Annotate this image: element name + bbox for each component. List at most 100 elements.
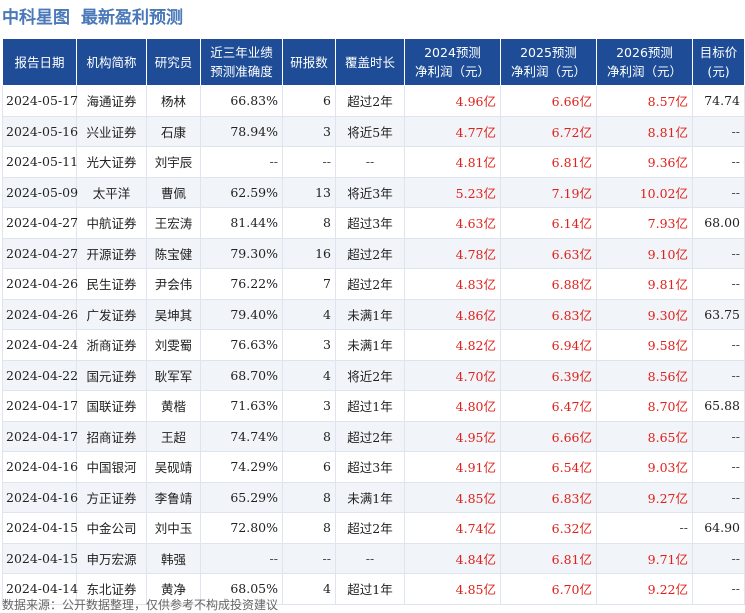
cell-researcher: 刘中玉 — [146, 512, 201, 544]
cell-report-date: 2024-04-16 — [2, 481, 78, 513]
cell-accuracy: 72.80% — [200, 512, 283, 544]
table-row: 2024-04-27 中航证券 王宏涛 81.44% 8 超过3年 4.63亿 6.14亿 7.… — [2, 207, 745, 239]
cell-target-price: -- — [692, 359, 745, 391]
table-header-row: 报告日期 机构简称 研究员 近三年业绩 预测准确度 研报数 覆盖时长 2024预测 净利润（元）… — [2, 38, 745, 86]
cell-report-date: 2024-04-14 — [2, 573, 78, 605]
table-row: 2024-04-14 东北证券 黄净 68.05% 4 超过1年 4.85亿 6.70亿 9.2… — [2, 573, 745, 605]
cell-profit-2024: 4.63亿 — [404, 207, 501, 239]
cell-target-price: -- — [692, 268, 745, 300]
cell-target-price: -- — [692, 329, 745, 361]
cell-report-date: 2024-05-17 — [2, 85, 78, 117]
header-profit-2024: 2024预测 净利润（元） — [404, 38, 501, 86]
cell-profit-2024: 4.77亿 — [404, 115, 501, 147]
cell-institution: 光大证券 — [76, 146, 147, 178]
cell-coverage: 超过2年 — [335, 512, 405, 544]
cell-report-count: 4 — [282, 298, 336, 330]
cell-profit-2026: 8.57亿 — [596, 85, 693, 117]
cell-report-count: 8 — [282, 420, 336, 452]
table-row: 2024-05-09 太平洋 曹佩 62.59% 13 将近3年 5.23亿 7.19亿 10.… — [2, 176, 745, 208]
cell-report-date: 2024-04-16 — [2, 451, 78, 483]
cell-report-count: -- — [282, 146, 336, 178]
table-row: 2024-04-27 开源证券 陈宝健 79.30% 16 超过2年 4.78亿 6.63亿 9… — [2, 237, 745, 269]
cell-accuracy: 65.29% — [200, 481, 283, 513]
header-researcher: 研究员 — [146, 38, 201, 86]
header-accuracy: 近三年业绩 预测准确度 — [200, 38, 283, 86]
cell-report-count: 8 — [282, 481, 336, 513]
cell-profit-2025: 6.81亿 — [500, 542, 597, 574]
cell-profit-2024: 4.96亿 — [404, 85, 501, 117]
table-row: 2024-04-26 民生证券 尹会伟 76.22% 7 超过2年 4.83亿 6.88亿 9.… — [2, 268, 745, 300]
cell-accuracy: -- — [200, 146, 283, 178]
cell-report-count: 7 — [282, 268, 336, 300]
cell-profit-2025: 6.32亿 — [500, 512, 597, 544]
cell-profit-2026: 9.22亿 — [596, 573, 693, 605]
cell-institution: 东北证券 — [76, 573, 147, 605]
cell-coverage: 将近3年 — [335, 176, 405, 208]
cell-institution: 中金公司 — [76, 512, 147, 544]
source-note: 数据来源：公开数据整理，仅供参考不构成投资建议 — [2, 598, 279, 612]
cell-target-price: -- — [692, 237, 745, 269]
cell-profit-2024: 4.91亿 — [404, 451, 501, 483]
cell-accuracy: 66.83% — [200, 85, 283, 117]
cell-report-count: -- — [282, 542, 336, 574]
cell-researcher: 吴坤其 — [146, 298, 201, 330]
cell-profit-2024: 4.74亿 — [404, 512, 501, 544]
cell-target-price: -- — [692, 146, 745, 178]
cell-researcher: 曹佩 — [146, 176, 201, 208]
brand-title: 中科星图 — [2, 7, 70, 28]
cell-target-price: -- — [692, 176, 745, 208]
cell-report-date: 2024-05-11 — [2, 146, 78, 178]
cell-target-price: -- — [692, 451, 745, 483]
cell-coverage: 超过2年 — [335, 268, 405, 300]
cell-institution: 中国银河 — [76, 451, 147, 483]
cell-profit-2026: 9.58亿 — [596, 329, 693, 361]
cell-accuracy: 74.29% — [200, 451, 283, 483]
table-row: 2024-04-15 中金公司 刘中玉 72.80% 8 超过2年 4.74亿 6.32亿 --… — [2, 512, 745, 544]
table-row: 2024-04-16 方正证券 李鲁靖 65.29% 8 未满1年 4.85亿 6.83亿 9.… — [2, 481, 745, 513]
cell-profit-2024: 4.82亿 — [404, 329, 501, 361]
cell-institution: 浙商证券 — [76, 329, 147, 361]
cell-profit-2026: 8.56亿 — [596, 359, 693, 391]
header-coverage: 覆盖时长 — [335, 38, 405, 86]
cell-target-price: 63.75 — [692, 298, 745, 330]
cell-profit-2026: 9.03亿 — [596, 451, 693, 483]
cell-researcher: 耿军军 — [146, 359, 201, 391]
cell-coverage: 超过2年 — [335, 85, 405, 117]
cell-researcher: 尹会伟 — [146, 268, 201, 300]
cell-profit-2025: 6.94亿 — [500, 329, 597, 361]
cell-institution: 兴业证券 — [76, 115, 147, 147]
cell-researcher: 王超 — [146, 420, 201, 452]
cell-accuracy: 68.70% — [200, 359, 283, 391]
cell-target-price: 65.88 — [692, 390, 745, 422]
header-profit-2026: 2026预测 净利润（元） — [596, 38, 693, 86]
cell-researcher: 刘宇辰 — [146, 146, 201, 178]
table-row: 2024-04-17 国联证券 黄楷 71.63% 3 超过1年 4.80亿 6.47亿 8.7… — [2, 390, 745, 422]
cell-target-price: 68.00 — [692, 207, 745, 239]
cell-profit-2025: 6.39亿 — [500, 359, 597, 391]
cell-target-price: 64.90 — [692, 512, 745, 544]
cell-profit-2025: 6.72亿 — [500, 115, 597, 147]
cell-accuracy: 76.22% — [200, 268, 283, 300]
cell-report-count: 3 — [282, 390, 336, 422]
cell-institution: 民生证券 — [76, 268, 147, 300]
cell-profit-2025: 6.47亿 — [500, 390, 597, 422]
cell-institution: 申万宏源 — [76, 542, 147, 574]
cell-profit-2025: 6.83亿 — [500, 481, 597, 513]
cell-profit-2024: 4.85亿 — [404, 573, 501, 605]
cell-profit-2025: 6.88亿 — [500, 268, 597, 300]
cell-profit-2025: 6.63亿 — [500, 237, 597, 269]
cell-accuracy: 79.30% — [200, 237, 283, 269]
cell-institution: 广发证券 — [76, 298, 147, 330]
cell-profit-2024: 4.84亿 — [404, 542, 501, 574]
cell-institution: 太平洋 — [76, 176, 147, 208]
cell-target-price: -- — [692, 481, 745, 513]
cell-report-date: 2024-04-26 — [2, 268, 78, 300]
cell-coverage: -- — [335, 146, 405, 178]
cell-report-date: 2024-04-26 — [2, 298, 78, 330]
cell-institution: 海通证券 — [76, 85, 147, 117]
cell-institution: 开源证券 — [76, 237, 147, 269]
header-target-price: 目标价 (元) — [692, 38, 745, 86]
cell-report-date: 2024-04-27 — [2, 237, 78, 269]
cell-coverage: 将近5年 — [335, 115, 405, 147]
cell-profit-2026: 9.36亿 — [596, 146, 693, 178]
